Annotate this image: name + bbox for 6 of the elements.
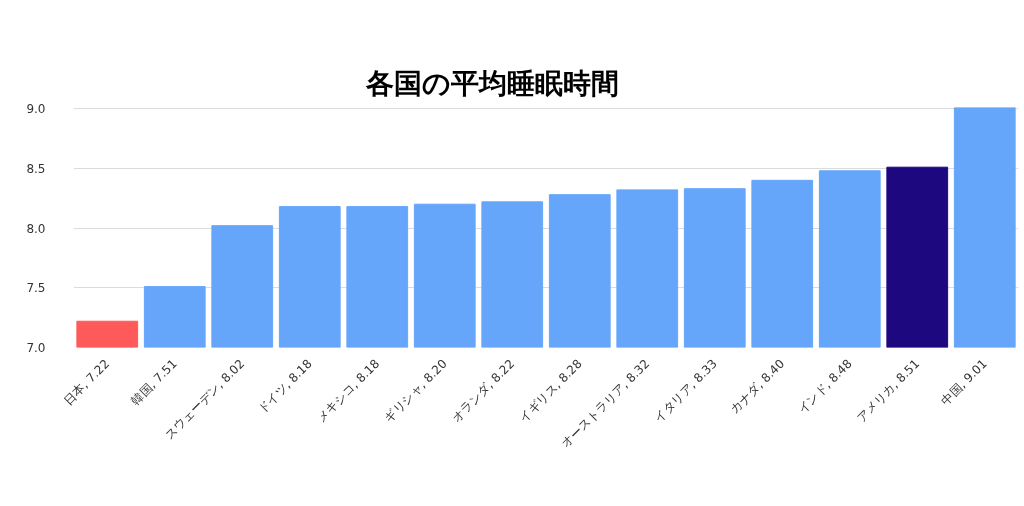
y-tick-label: 8.5 [26,161,46,176]
chart-title: 各国の平均睡眠時間 [364,66,619,100]
y-tick-label: 7.5 [26,281,46,296]
y-tick-label: 8.0 [26,221,46,236]
y-tick-label: 9.0 [26,102,46,117]
y-tick-label: 7.0 [26,341,46,355]
